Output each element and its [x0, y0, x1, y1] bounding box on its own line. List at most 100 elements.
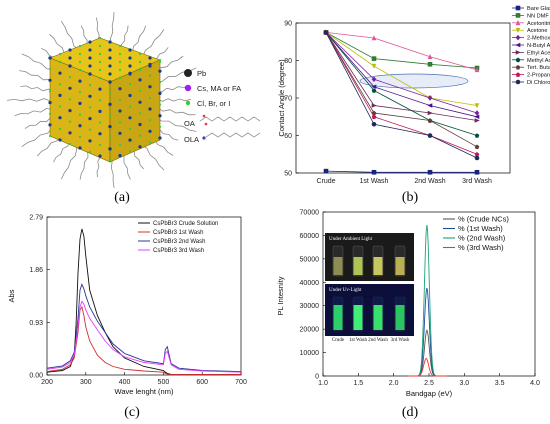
- lattice-atoms: [48, 36, 162, 162]
- lattice-atom: [98, 132, 102, 136]
- vial-liquid: [395, 305, 405, 330]
- panel-c-chart: 0.000.931.862.79 200 300 400 500 600 700 Abs …: [7, 215, 247, 421]
- lattice-atom: [68, 48, 72, 52]
- vials-ambient: [332, 245, 406, 277]
- lattice-atom: [48, 123, 52, 127]
- data-point: [371, 76, 377, 83]
- x-tick-label: 1.0: [318, 380, 328, 387]
- lattice-atom: [108, 48, 112, 52]
- legend-label: % (3rd Wash): [458, 243, 504, 252]
- y-tick-label: 70: [284, 96, 292, 103]
- lattice-atom: [78, 124, 82, 128]
- legend-label: NN DMF: [527, 13, 549, 19]
- legend-marker: [515, 34, 521, 41]
- ligand-legend: OA OLA: [184, 114, 261, 144]
- oa-oxygen: [202, 114, 206, 118]
- y-tick-label: 30000: [300, 303, 320, 310]
- lattice-atom: [78, 44, 82, 48]
- series-line: [325, 32, 478, 106]
- data-point: [371, 88, 377, 93]
- x-tick-label: 1.5: [353, 380, 363, 387]
- cation-legend-dot: [184, 84, 192, 92]
- x-tick-label: 400: [119, 379, 131, 386]
- vial-label-3rd: 3rd Wash: [391, 338, 410, 343]
- data-point: [371, 63, 377, 69]
- lattice-atom: [138, 52, 142, 56]
- lattice-atom: [98, 68, 102, 72]
- lattice-atom: [88, 139, 92, 143]
- lattice-atom: [78, 60, 82, 64]
- lattice-atom: [118, 76, 122, 80]
- data-point: [474, 155, 480, 161]
- lattice-atom: [108, 64, 112, 68]
- legend-label: Bare Glass: [527, 6, 550, 12]
- legend-label: 2-Methoxy Ethanol: [527, 36, 550, 42]
- lattice-atom: [158, 91, 162, 95]
- data-point: [371, 114, 377, 120]
- legend-label: CsPbBr3 1st Wash: [153, 230, 203, 236]
- x-ticks: 200 300 400 500 600 700: [41, 372, 247, 386]
- lattice-atom: [158, 69, 162, 73]
- lattice-atom: [88, 84, 92, 87]
- lattice-atom: [108, 114, 112, 117]
- lattice-atom: [118, 131, 122, 135]
- y-tick-label: 0.93: [29, 320, 43, 327]
- data-point: [474, 114, 480, 120]
- inset-ambient-caption: Under Ambient Light: [329, 237, 373, 242]
- legend-marker: [515, 64, 521, 70]
- lattice-atom: [108, 92, 112, 95]
- lattice-atom: [138, 112, 142, 115]
- legend: Bare GlassNN DMF AcetonitrileAcetone 2-Met…: [512, 5, 550, 86]
- lattice-atom: [158, 60, 162, 64]
- y-tick-label: 2.79: [29, 215, 43, 222]
- legend-marker: [515, 27, 521, 33]
- vial-liquid: [395, 257, 405, 275]
- lattice-atom: [128, 93, 132, 98]
- x-tick-label: 2.0: [389, 380, 399, 387]
- y-tick-label: 40000: [300, 280, 320, 287]
- legend-label: Acetone: [527, 28, 548, 34]
- pb-legend-dot: [184, 69, 192, 77]
- lattice-atom: [98, 87, 102, 91]
- lattice-atom: [88, 40, 92, 44]
- lattice-atom: [68, 64, 72, 68]
- lattice-atom: [88, 48, 92, 52]
- lattice-atom: [118, 52, 122, 56]
- vial-labels: Crude 1st Wash 2nd Wash 3rd Wash: [332, 338, 410, 343]
- y-tick-label: 1.86: [29, 267, 43, 274]
- lattice-atom: [98, 76, 102, 80]
- y-axis-label: Abs: [7, 289, 16, 302]
- x-axis-label: Wave lenght (nm): [115, 387, 174, 396]
- x-tick-label: 3.0: [459, 380, 469, 387]
- lattice-atom: [138, 134, 142, 137]
- nanocrystal-cube: [48, 36, 162, 163]
- lattice-atom: [158, 125, 162, 128]
- lattice-atom: [88, 94, 92, 98]
- lattice-atom: [98, 52, 102, 56]
- data-point: [371, 169, 377, 175]
- lattice-atom: [88, 106, 92, 109]
- lattice-atom: [108, 125, 112, 129]
- data-point: [371, 35, 377, 41]
- legend-label: CsPbBr3 3rd Wash: [153, 248, 204, 254]
- lattice-atom: [98, 121, 102, 124]
- lattice-atom: [88, 128, 92, 131]
- lattice-atom: [138, 60, 142, 64]
- atom-legend: Pb Cs, MA or FA Cl, Br, or I: [184, 69, 241, 108]
- series-line: [407, 357, 447, 377]
- data-point: [474, 169, 480, 175]
- vial-label-2nd: 2nd Wash: [368, 338, 388, 343]
- data-point: [427, 95, 433, 101]
- data-point: [427, 53, 433, 60]
- lattice-atom: [128, 64, 132, 68]
- series-line: [325, 32, 478, 136]
- series-lines: [407, 224, 447, 377]
- x-axis-label: Bandgap (eV): [406, 389, 453, 398]
- lattice-atom: [118, 143, 122, 146]
- x-tick-label: 700: [235, 379, 247, 386]
- lattice-atom: [48, 101, 52, 105]
- lattice-atom: [158, 136, 162, 140]
- x-tick-label: 1st Wash: [360, 178, 389, 185]
- data-point: [427, 61, 433, 67]
- legend-marker: [515, 72, 521, 77]
